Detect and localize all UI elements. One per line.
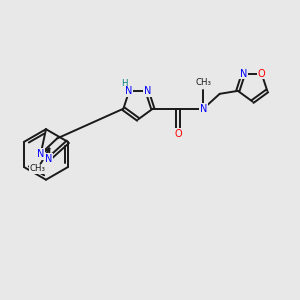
Text: N: N bbox=[125, 86, 133, 96]
Text: N: N bbox=[37, 149, 44, 159]
Text: N: N bbox=[143, 86, 151, 96]
Text: N: N bbox=[200, 104, 207, 114]
Text: N: N bbox=[240, 69, 247, 79]
Text: O: O bbox=[174, 129, 182, 139]
Text: N: N bbox=[45, 154, 53, 164]
Text: CH₃: CH₃ bbox=[195, 78, 211, 87]
Text: O: O bbox=[258, 69, 266, 79]
Text: CH₃: CH₃ bbox=[30, 164, 46, 173]
Text: H: H bbox=[121, 79, 128, 88]
